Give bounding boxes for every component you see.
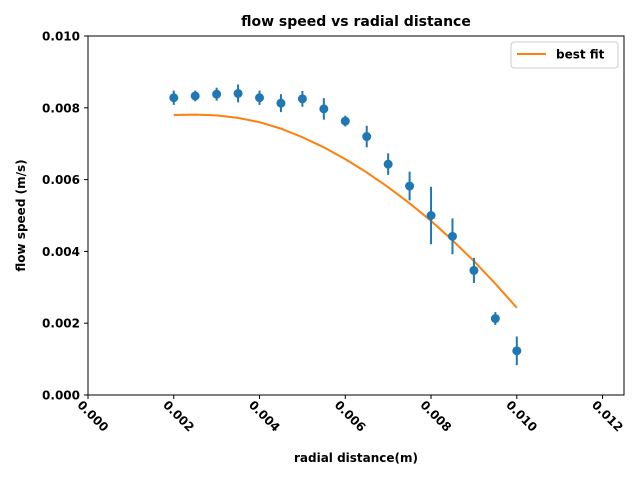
data-point xyxy=(512,346,522,356)
legend-fit-label: best fit xyxy=(556,48,605,62)
y-tick-label: 0.004 xyxy=(42,245,80,259)
best-fit-line xyxy=(173,113,518,309)
data-point xyxy=(212,89,222,99)
data-point xyxy=(340,116,350,126)
legend-box xyxy=(510,41,619,69)
data-point xyxy=(447,231,457,241)
x-tick-label: 0.006 xyxy=(332,398,369,435)
data-point xyxy=(297,94,307,104)
data-point xyxy=(383,159,393,169)
y-tick-label: 0.010 xyxy=(42,30,80,44)
y-tick-label: 0.002 xyxy=(42,317,80,331)
y-axis-label: flow speed (m/s) xyxy=(14,159,28,271)
x-tick-label: 0.010 xyxy=(503,398,540,435)
data-point xyxy=(169,93,179,103)
x-axis-label: radial distance(m) xyxy=(294,451,418,465)
y-tick-label: 0.008 xyxy=(42,101,80,115)
data-point xyxy=(233,88,243,98)
plot-area xyxy=(87,35,625,396)
legend: best fit xyxy=(510,41,619,69)
y-tick-label: 0.006 xyxy=(42,173,80,187)
x-tick-label: 0.000 xyxy=(74,398,111,435)
y-tick-label: 0.000 xyxy=(42,389,80,403)
x-tick-label: 0.008 xyxy=(417,398,454,435)
data-point xyxy=(255,93,265,103)
data-point xyxy=(405,181,415,191)
data-point xyxy=(490,314,500,324)
chart-title: flow speed vs radial distance xyxy=(241,14,471,30)
x-tick-label: 0.012 xyxy=(589,398,626,435)
x-tick-label: 0.002 xyxy=(160,398,197,435)
data-layer xyxy=(169,84,522,366)
data-point xyxy=(190,91,200,101)
x-tick-label: 0.004 xyxy=(246,398,283,435)
data-point xyxy=(469,265,479,275)
data-point xyxy=(362,132,372,142)
data-point xyxy=(276,98,286,108)
data-point xyxy=(426,211,436,220)
data-point xyxy=(319,104,329,114)
